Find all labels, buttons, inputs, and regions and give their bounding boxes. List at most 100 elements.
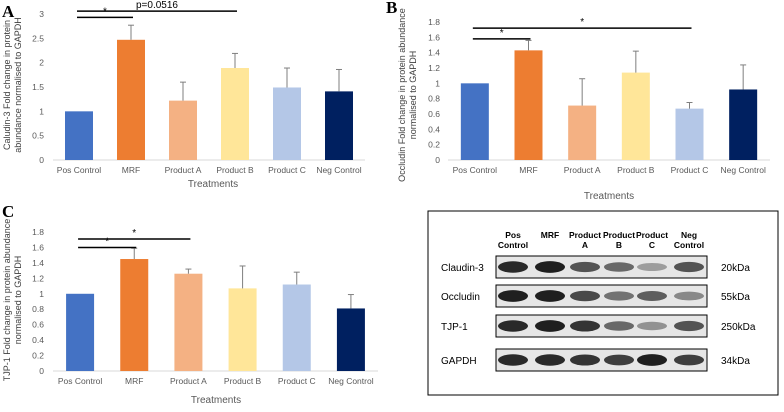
panel-c-bar-3 xyxy=(174,273,203,371)
panel-c-letter: C xyxy=(2,202,14,221)
panel-a-ytick-label: 0 xyxy=(39,155,44,165)
blot-band xyxy=(674,261,704,273)
blot-row-label: Occludin xyxy=(441,292,480,303)
blot-band xyxy=(535,290,565,302)
panel-b-ytick-label: 1.2 xyxy=(428,63,440,73)
panel-c-ytick-label: 0.4 xyxy=(32,335,44,345)
panel-a-sig-label-2: p=0.0516 xyxy=(136,0,178,11)
blot-band xyxy=(674,320,704,332)
blot-row-label: TJP-1 xyxy=(441,322,468,333)
panel-a-bar-4 xyxy=(221,68,249,160)
panel-c-ytick-label: 1.4 xyxy=(32,258,44,268)
panel-b-bar-3 xyxy=(568,105,597,160)
panel-b-sig-label-2: * xyxy=(580,17,584,28)
panel-c-xtick-label: Product C xyxy=(278,376,316,386)
panel-b-xlabel: Treatments xyxy=(584,191,634,202)
panel-a-xtick-label: Product C xyxy=(268,165,306,175)
panel-b-ytick-label: 0.6 xyxy=(428,109,440,119)
blot-lane-header-sub: Control xyxy=(674,240,704,250)
blot-lane-header: Product xyxy=(603,230,635,240)
panel-c-ytick-label: 1.6 xyxy=(32,242,44,252)
blot-lane-header-sub: B xyxy=(616,240,622,250)
panel-c-sig-label-1: * xyxy=(105,236,109,247)
blot-band xyxy=(637,262,667,272)
panel-a-sig-label-1: * xyxy=(103,6,107,17)
panel-a-ytick-label: 2 xyxy=(39,58,44,68)
panel-a-xtick-label: Product A xyxy=(165,165,202,175)
panel-a-ylabel-line2: abundance normalised to GAPDH xyxy=(13,17,23,153)
blot-row-size: 55kDa xyxy=(721,292,750,303)
panel-a-ytick-label: 3 xyxy=(39,9,44,19)
blot-band xyxy=(535,354,565,366)
blot-band xyxy=(498,320,528,332)
panel-c-bar-1 xyxy=(66,293,95,371)
blot-band xyxy=(535,261,565,273)
panel-b-ytick-label: 1.8 xyxy=(428,17,440,27)
blot-band xyxy=(674,291,704,301)
blot-band xyxy=(570,261,600,273)
panel-b-ytick-label: 0 xyxy=(435,155,440,165)
blot-row-size: 250kDa xyxy=(721,322,756,333)
panel-c-xtick-label: Product B xyxy=(224,376,262,386)
blot-band xyxy=(604,354,634,366)
panel-c-ylabel-line2: normalised to GAPDH xyxy=(13,256,23,345)
blot-band xyxy=(637,291,667,301)
panel-b-ytick-label: 1 xyxy=(435,78,440,88)
panel-a-ytick-label: 0.5 xyxy=(32,131,44,141)
blot-band xyxy=(637,321,667,331)
blot-band xyxy=(498,261,528,273)
panel-b-xtick-label: Product B xyxy=(617,165,655,175)
panel-c-ytick-label: 1.2 xyxy=(32,273,44,283)
panel-c-bar-5 xyxy=(282,284,311,371)
panel-b-xtick-label: MRF xyxy=(519,165,537,175)
blot-lane-header: Pos xyxy=(505,230,521,240)
blot-lane-header-sub: A xyxy=(582,240,588,250)
blot-band xyxy=(604,321,634,331)
panel-a-bar-5 xyxy=(273,87,301,160)
blot-band xyxy=(498,290,528,302)
panel-b-ylabel-line1: Occludin Fold change in protein abundanc… xyxy=(397,8,407,182)
panel-a-bar-6 xyxy=(325,91,353,160)
blot-row-size: 34kDa xyxy=(721,356,750,367)
panel-a-xtick-label: Neg Control xyxy=(316,165,361,175)
panel-b-sig-label-1: * xyxy=(500,28,504,39)
blot-band xyxy=(604,262,634,272)
blot-row-label: Claudin-3 xyxy=(441,263,484,274)
panel-a-ytick-label: 1 xyxy=(39,106,44,116)
panel-a-xtick-label: Product B xyxy=(216,165,254,175)
panel-c-xtick-label: Pos Control xyxy=(58,376,103,386)
blot-band xyxy=(570,354,600,366)
panel-c-xtick-label: Neg Control xyxy=(328,376,373,386)
blot-lane-header-sub: C xyxy=(649,240,655,250)
panel-a-xlabel: Treatments xyxy=(188,179,238,190)
panel-b-ylabel-line2: normalised to GAPDH xyxy=(408,51,418,140)
panel-b-ytick-label: 1.4 xyxy=(428,48,440,58)
panel-a-bar-2 xyxy=(117,39,145,160)
panel-c-chart: C TJP-1 Fold change in protein abundance… xyxy=(2,202,378,406)
panel-c-ytick-label: 0.6 xyxy=(32,320,44,330)
panel-a-bar-3 xyxy=(169,100,197,160)
blot-band xyxy=(535,320,565,332)
panel-b-bar-2 xyxy=(514,50,543,160)
panel-a-bar-1 xyxy=(65,111,93,160)
panel-b-bar-1 xyxy=(460,83,489,160)
blot-lane-header: Product xyxy=(569,230,601,240)
blot-band xyxy=(604,291,634,301)
panel-a-xtick-label: MRF xyxy=(122,165,140,175)
panel-a-ylabel-line1: Caludin-3 Fold change in protein xyxy=(2,20,12,150)
panel-b-xtick-label: Pos Control xyxy=(453,165,498,175)
panel-b-letter: B xyxy=(386,0,397,17)
panel-a-ytick-label: 2.5 xyxy=(32,33,44,43)
panel-c-bar-6 xyxy=(336,308,365,371)
panel-b-bar-4 xyxy=(621,72,650,160)
panel-c-ytick-label: 1 xyxy=(39,289,44,299)
blot-band xyxy=(498,354,528,366)
panel-b-bar-6 xyxy=(729,89,758,160)
panel-a-letter: A xyxy=(2,2,15,21)
panel-c-xtick-label: Product A xyxy=(170,376,207,386)
panel-a-ytick-label: 1.5 xyxy=(32,82,44,92)
blot-band xyxy=(570,320,600,332)
panel-c-bar-2 xyxy=(120,259,149,371)
panel-b-chart: B Occludin Fold change in protein abunda… xyxy=(386,0,770,202)
